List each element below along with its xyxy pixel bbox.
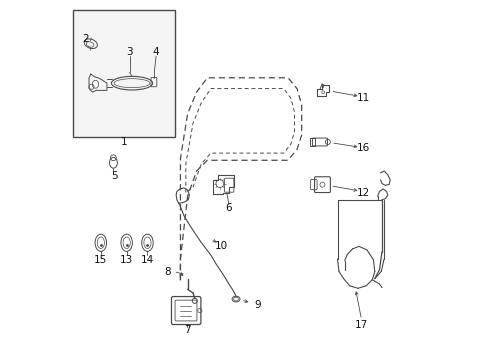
Bar [310, 138, 315, 146]
Text: 12: 12 [357, 188, 370, 198]
Text: 5: 5 [111, 171, 118, 181]
Text: 4: 4 [153, 47, 159, 57]
Text: 11: 11 [357, 93, 370, 103]
Text: 1: 1 [121, 137, 127, 147]
Text: 10: 10 [215, 241, 228, 251]
Text: 7: 7 [184, 325, 191, 335]
Text: 6: 6 [225, 203, 232, 213]
Text: 17: 17 [355, 320, 368, 330]
Text: 2: 2 [82, 34, 89, 44]
Bar [73, 10, 175, 137]
Text: 14: 14 [141, 255, 154, 265]
Text: 3: 3 [126, 47, 133, 57]
Text: 15: 15 [94, 255, 107, 265]
Text: 9: 9 [254, 300, 261, 310]
Text: 8: 8 [165, 267, 171, 277]
Text: 16: 16 [357, 143, 370, 153]
Text: 13: 13 [120, 255, 133, 265]
